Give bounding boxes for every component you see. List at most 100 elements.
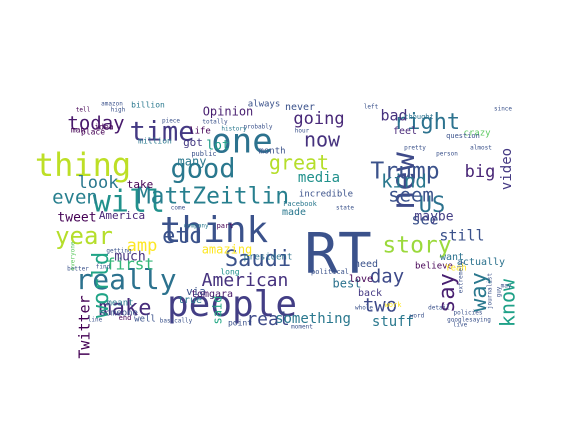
word-way: way (467, 272, 492, 312)
word-american: American (202, 270, 289, 291)
word-amazon: amazon (101, 101, 123, 108)
word-love: love (349, 274, 373, 285)
word-tell: tell (76, 107, 91, 114)
word-story: story (382, 233, 451, 259)
word-hour: hour (295, 128, 310, 135)
word-saying: saying (469, 317, 491, 324)
word-man: man (71, 126, 86, 135)
word-know: know (496, 278, 520, 327)
word-point: point (228, 319, 252, 328)
word-amp: amp (127, 236, 158, 256)
word-president: president (244, 253, 293, 263)
word-crazy: crazy (463, 129, 491, 139)
word-got: got (183, 136, 203, 149)
word-going: going (293, 109, 344, 129)
word-one: one (211, 122, 272, 162)
word-live: live (453, 322, 468, 329)
word-well: well (134, 315, 156, 325)
word-time: time (129, 117, 194, 148)
word-policies: policies (454, 310, 483, 317)
word-really: really (75, 263, 176, 296)
word-etc: etc (162, 224, 202, 249)
word-google: google (447, 317, 469, 324)
word-find: find (96, 264, 111, 271)
word-everyone: everyone (70, 241, 77, 270)
word-part: part (217, 222, 234, 230)
word-look: look (78, 173, 119, 193)
word-piece: piece (162, 118, 180, 125)
word-media: media (298, 170, 340, 186)
word-facebook: Facebook (283, 200, 318, 208)
word-year: year (55, 222, 113, 250)
word-basically: basically (160, 318, 193, 325)
word-see: see (411, 211, 438, 229)
word-tweet: tweet (57, 211, 96, 226)
word-left: left (364, 104, 379, 111)
word-believe: believe (415, 262, 453, 272)
word-feel: feel (393, 126, 417, 137)
word-word: word (410, 313, 425, 320)
word-incredible: incredible (299, 190, 353, 200)
word-work: work (385, 301, 403, 309)
word-opinion: Opinion (203, 105, 254, 119)
word-will: will (93, 185, 165, 220)
word-actually: actually (457, 257, 505, 268)
word-rt: RT (304, 222, 371, 287)
word-america: America (99, 209, 145, 222)
word-say: say (435, 273, 460, 313)
word-bad: bad (380, 107, 407, 125)
word-long: long (220, 268, 239, 277)
word-state: state (336, 205, 354, 212)
word-need: need (354, 259, 378, 270)
word-want: want (440, 252, 464, 263)
word-guy: guy (496, 286, 503, 297)
word-now: now (304, 128, 341, 152)
word-two: two (363, 295, 397, 317)
word-made: made (282, 207, 306, 218)
word-mattzeitlin: MattZeitlin (137, 184, 289, 210)
word-lot: lot (206, 139, 229, 154)
word-journalist: journalist (487, 273, 494, 310)
word-trump: Trump (370, 159, 439, 185)
word-idea: idea (94, 123, 113, 132)
word-right: right (394, 110, 460, 135)
word-much: much (114, 250, 145, 265)
word-make: make (99, 296, 152, 321)
word-back: back (358, 288, 382, 299)
word-never: never (285, 102, 315, 113)
word-history: history (221, 126, 247, 133)
word-probably: probably (244, 124, 273, 131)
word-tomgara: tomgara (191, 289, 233, 300)
word-still: still (439, 227, 484, 245)
word-today: today (67, 113, 124, 135)
word-pretty: pretty (404, 145, 426, 152)
word-always: always (248, 100, 281, 110)
word-public: public (191, 150, 216, 158)
word-good: good (170, 154, 235, 185)
word-world: world (89, 252, 114, 318)
word-big: big (465, 162, 496, 182)
word-meant: meant (106, 299, 133, 309)
word-think: think (160, 210, 269, 251)
word-seem: seem (388, 185, 434, 207)
word-person: person (436, 151, 458, 158)
word-even: even (52, 187, 98, 209)
word-whole: whole (355, 305, 373, 312)
word-kind: kind (381, 171, 427, 193)
word-true: true (178, 295, 202, 306)
word-take: take (127, 178, 154, 191)
word-thing: thing (35, 146, 131, 184)
word-something: something (275, 311, 351, 327)
word-stuff: stuff (372, 314, 414, 330)
word-totally: totally (202, 119, 228, 126)
word-moment: moment (291, 324, 313, 331)
word-end: end (119, 314, 132, 322)
word-month: month (258, 147, 285, 157)
word-real: real (246, 309, 289, 330)
word-high: high (111, 107, 126, 114)
word-saudi: Saudi (225, 247, 291, 272)
word-amazing: amazing (202, 243, 253, 257)
word-since: since (494, 106, 512, 113)
word-almost: almost (470, 145, 492, 152)
word-us: US (419, 193, 446, 218)
